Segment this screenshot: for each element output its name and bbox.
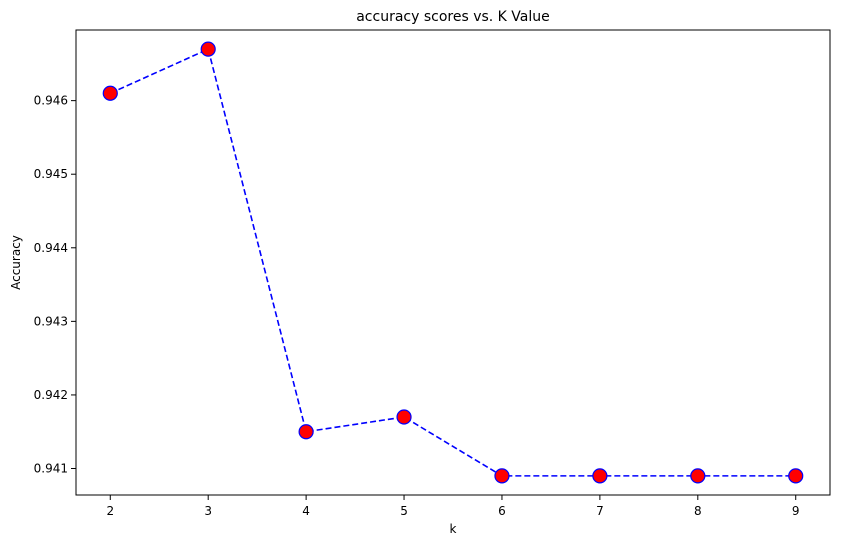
ticks-layer: 2 3 4 5 6 7 8 9 0.941 0.942 0.943 0.944 0.945 0.946 xyxy=(34,94,800,518)
data-point-marker xyxy=(298,424,314,440)
data-point-marker xyxy=(592,468,608,484)
y-tick-label: 0.946 xyxy=(34,94,68,108)
x-tick-label: 8 xyxy=(694,504,702,518)
series-layer xyxy=(102,41,804,484)
x-axis-title: k xyxy=(450,522,457,536)
y-tick-label: 0.945 xyxy=(34,167,68,181)
y-tick-label: 0.944 xyxy=(34,241,68,255)
x-tick-label: 2 xyxy=(106,504,114,518)
x-tick-label: 3 xyxy=(204,504,212,518)
data-point-marker xyxy=(494,468,510,484)
data-point-marker xyxy=(690,468,706,484)
plot-frame xyxy=(75,29,831,496)
y-tick-label: 0.943 xyxy=(34,314,68,328)
data-point-marker xyxy=(102,85,118,101)
y-tick-label: 0.941 xyxy=(34,462,68,476)
x-tick-label: 5 xyxy=(400,504,408,518)
x-tick-label: 7 xyxy=(596,504,604,518)
x-tick-label: 4 xyxy=(302,504,310,518)
data-point-marker xyxy=(200,41,216,57)
x-tick-label: 6 xyxy=(498,504,506,518)
data-point-marker xyxy=(396,409,412,425)
x-tick-label: 9 xyxy=(792,504,800,518)
y-axis-title: Accuracy xyxy=(9,235,23,290)
y-tick-label: 0.942 xyxy=(34,388,68,402)
data-point-marker xyxy=(788,468,804,484)
chart-title: accuracy scores vs. K Value xyxy=(356,9,550,25)
series-line xyxy=(109,48,796,477)
